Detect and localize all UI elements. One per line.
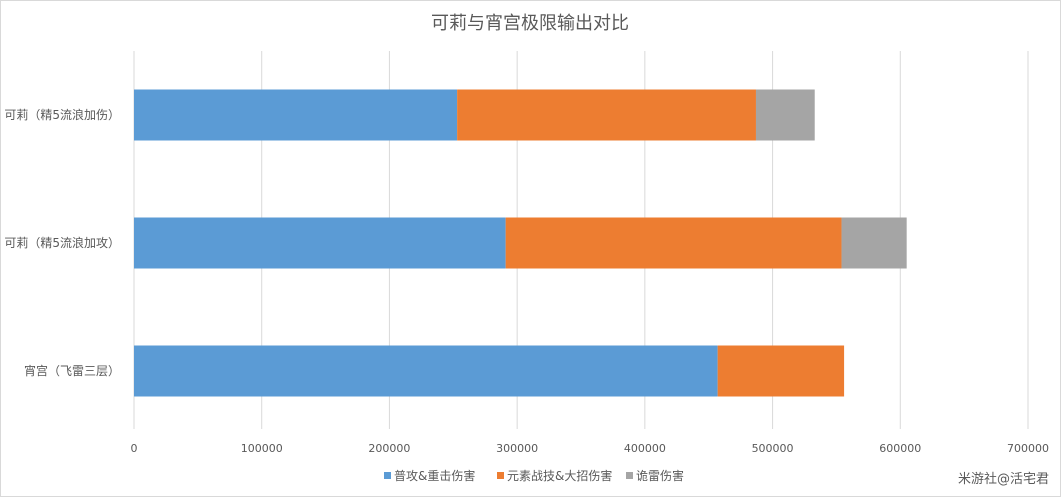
- category-labels: 可莉（精5流浪加伤） 可莉（精5流浪加攻） 宵宫（飞雷三层）: [4, 107, 120, 378]
- x-tick-label-3: 300000: [496, 442, 538, 455]
- bar-1-series-0: [134, 217, 506, 269]
- legend-label-0: 普攻&重击伤害: [394, 468, 475, 483]
- x-tick-label-7: 700000: [1007, 442, 1049, 455]
- legend-label-2: 诡雷伤害: [636, 468, 684, 483]
- bar-1-series-1: [505, 217, 842, 269]
- bars: [134, 89, 907, 397]
- x-tick-label-4: 400000: [624, 442, 666, 455]
- x-tick-label-2: 200000: [368, 442, 410, 455]
- watermark: 米游社@活宅君: [957, 472, 1049, 487]
- x-tick-label-5: 500000: [752, 442, 794, 455]
- x-tick-labels: 0 100000 200000 300000 400000 500000 600000 700…: [131, 442, 1050, 455]
- bar-1-series-2: [841, 217, 907, 269]
- category-label-0: 可莉（精5流浪加伤）: [4, 107, 120, 122]
- category-label-1: 可莉（精5流浪加攻）: [4, 235, 120, 250]
- x-tick-label-1: 100000: [241, 442, 283, 455]
- bar-2-series-1: [717, 345, 845, 397]
- legend-swatch-1: [497, 472, 504, 479]
- bar-0-series-0: [134, 89, 458, 141]
- x-tick-label-0: 0: [131, 442, 138, 455]
- x-tick-label-6: 600000: [879, 442, 921, 455]
- legend: 普攻&重击伤害 元素战技&大招伤害 诡雷伤害: [384, 468, 684, 483]
- chart-title: 可莉与宵宫极限输出对比: [431, 13, 629, 34]
- legend-label-1: 元素战技&大招伤害: [507, 468, 612, 483]
- bar-2-series-0: [134, 345, 718, 397]
- legend-swatch-2: [626, 472, 633, 479]
- legend-swatch-0: [384, 472, 391, 479]
- category-label-2: 宵宫（飞雷三层）: [24, 363, 120, 378]
- bar-0-series-2: [755, 89, 815, 141]
- bar-0-series-1: [457, 89, 756, 141]
